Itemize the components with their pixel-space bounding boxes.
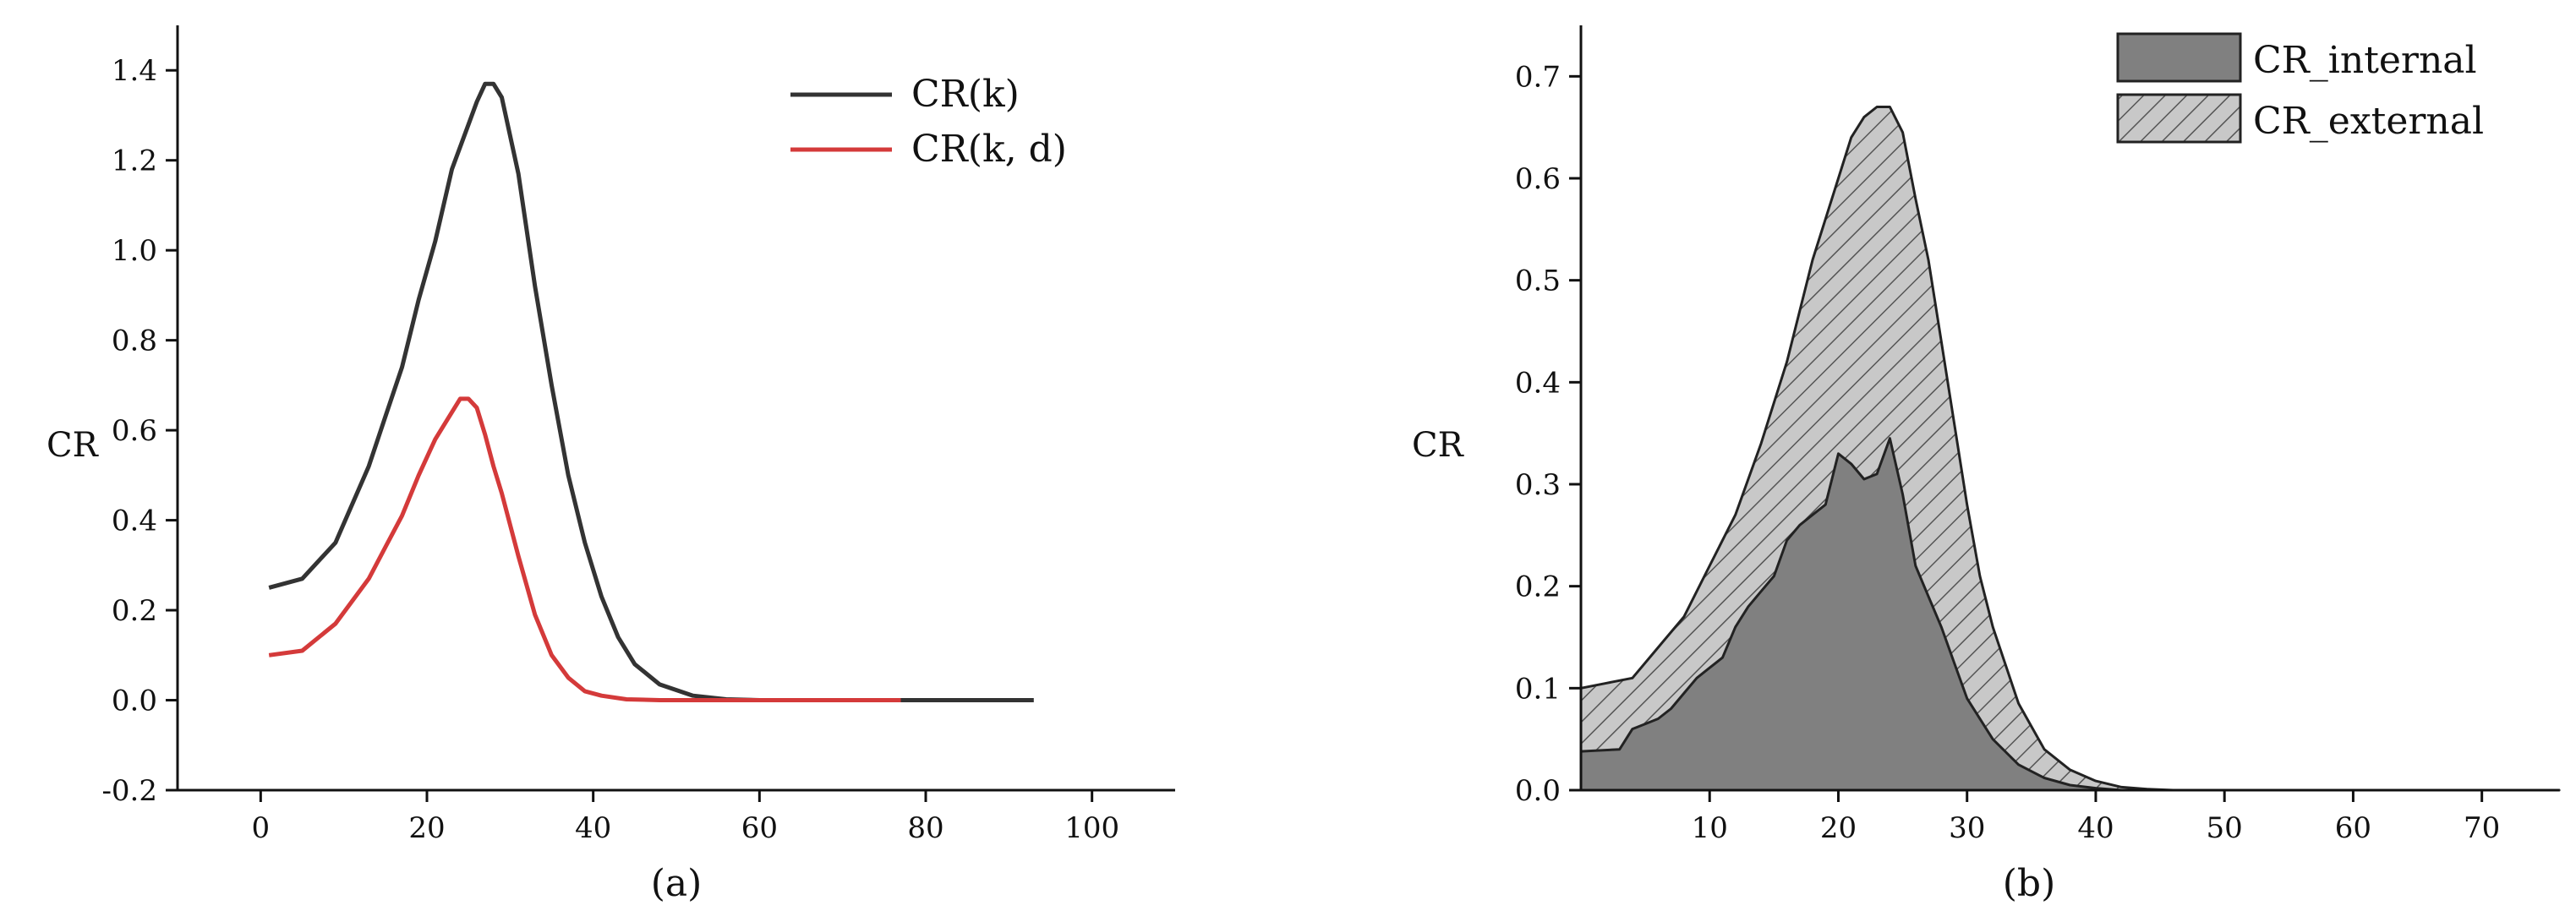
- panel-b-x-tick-label: 70: [2464, 811, 2500, 845]
- panel-a-x-tick-label: 100: [1064, 811, 1119, 845]
- panel-a-legend: CR(k) CR(k, d): [790, 73, 1067, 171]
- legend-label-cr-k: CR(k): [911, 73, 1020, 116]
- panel-b-y-tick-label: 0.0: [1515, 774, 1561, 808]
- panel-a-x-ticks: 0 20 40 60 80 100: [252, 790, 1119, 845]
- panel-b-y-tick-label: 0.4: [1515, 366, 1561, 400]
- legend-swatch-cr-internal: [2116, 32, 2242, 83]
- panel-b-y-axis-title: CR: [1412, 426, 1465, 465]
- panel-a-y-tick-label: 0.2: [112, 594, 157, 628]
- panel-a-y-tick-label: 1.4: [112, 54, 157, 88]
- panel-b-y-tick-label: 0.6: [1515, 162, 1561, 196]
- panel-b-label: (b): [2003, 862, 2056, 905]
- panel-a-label: (a): [651, 862, 703, 905]
- panel-b-y-tick-label: 0.3: [1515, 468, 1561, 502]
- panel-b-x-tick-label: 60: [2335, 811, 2371, 845]
- panel-b-y-ticks: 0.0 0.1 0.2 0.3 0.4 0.5 0.6 0.7: [1515, 60, 1581, 808]
- panel-b-y-tick-label: 0.5: [1515, 265, 1561, 298]
- panel-a: -0.2 0.0 0.2 0.4 0.6 0.8 1.0 1.2 1.4 0 20 40 60 80 10…: [46, 25, 1175, 905]
- panel-a-y-tick-label: 0.0: [112, 685, 157, 718]
- panel-b-x-tick-label: 50: [2207, 811, 2243, 845]
- panel-a-x-tick-label: 0: [252, 811, 271, 845]
- legend-label-cr-internal: CR_internal: [2253, 39, 2477, 82]
- panel-a-y-axis-title: CR: [46, 426, 100, 465]
- panel-b-series: [1579, 106, 2561, 792]
- panel-a-series: [268, 81, 1034, 702]
- panel-a-x-tick-label: 60: [741, 811, 778, 845]
- series-line-cr-k-d: [268, 396, 901, 702]
- panel-a-y-tick-label: 0.6: [112, 414, 157, 448]
- panel-a-y-tick-label: 1.0: [112, 234, 157, 268]
- panel-a-x-tick-label: 80: [907, 811, 943, 845]
- panel-b-x-tick-label: 10: [1692, 811, 1728, 845]
- panel-b-x-tick-label: 20: [1820, 811, 1857, 845]
- panel-b-x-tick-label: 30: [1949, 811, 1985, 845]
- panel-b: 0.00.10.20.30.40.50.60.7 10 20 30 40 50 60 70 …: [1412, 25, 2561, 905]
- legend-label-cr-k-d: CR(k, d): [911, 128, 1067, 171]
- panel-b-y-tick-label: 0.1: [1515, 672, 1561, 706]
- series-line-cr-k: [268, 81, 1034, 702]
- panel-b-x-tick-label: 40: [2077, 811, 2114, 845]
- panel-a-x-tick-label: 20: [408, 811, 445, 845]
- panel-a-y-ticks: -0.2 0.0 0.2 0.4 0.6 0.8 1.0 1.2 1.4: [101, 54, 178, 808]
- legend-label-cr-external: CR_external: [2253, 100, 2484, 143]
- panel-a-y-tick-label: 0.8: [112, 325, 157, 358]
- panel-a-y-tick-label: -0.2: [101, 774, 157, 808]
- panel-a-y-tick-label: 1.2: [112, 145, 157, 178]
- legend-swatch-cr-external: [2116, 93, 2242, 144]
- panel-b-x-ticks: 10 20 30 40 50 60 70: [1692, 790, 2500, 845]
- series-area-cr-internal: [1579, 437, 2561, 792]
- panel-a-y-tick-label: 0.4: [112, 505, 157, 538]
- panel-b-y-tick-label: 0.7: [1515, 60, 1561, 94]
- panel-b-legend: CR_internal CR_external: [2116, 32, 2484, 144]
- panel-b-y-tick-label: 0.2: [1515, 570, 1561, 604]
- panel-a-x-tick-label: 40: [575, 811, 611, 845]
